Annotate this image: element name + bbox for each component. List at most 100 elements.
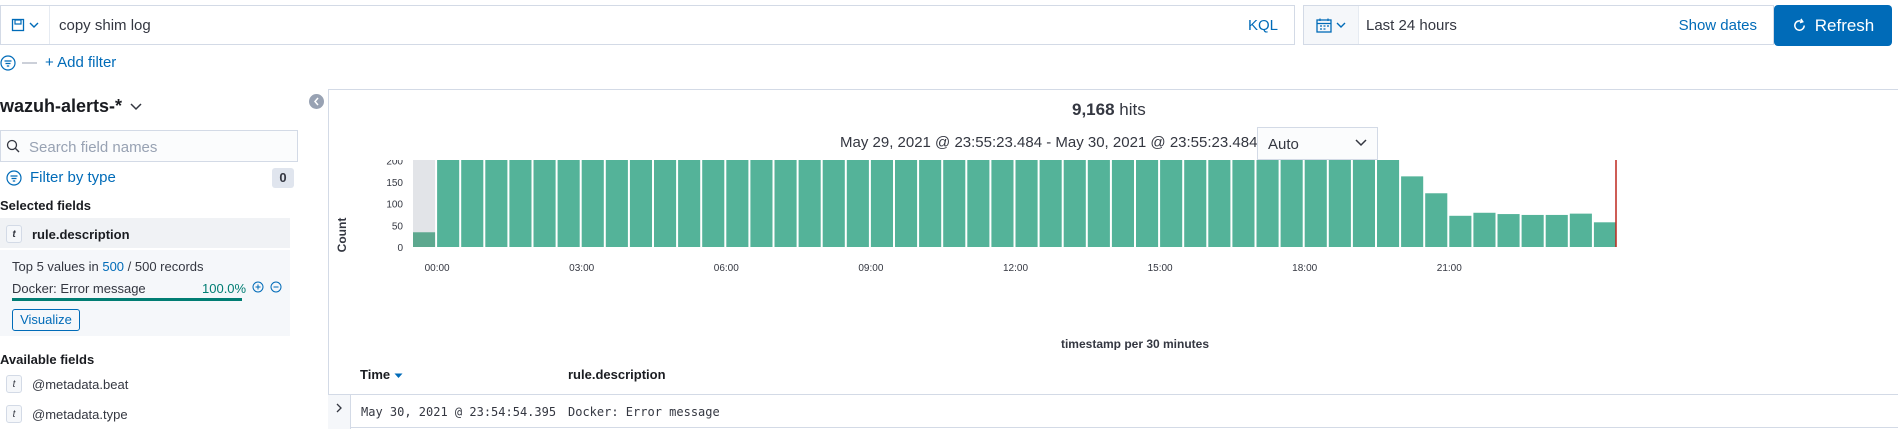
histogram-bar[interactable] <box>557 160 580 247</box>
histogram-bar[interactable] <box>1039 160 1062 247</box>
histogram-bar[interactable] <box>702 160 725 247</box>
top-value-label: Docker: Error message <box>12 281 146 296</box>
date-range-text[interactable]: Last 24 hours <box>1366 17 1457 34</box>
column-header-rule-description[interactable]: rule.description <box>568 367 666 382</box>
time-header-label: Time <box>360 367 391 382</box>
y-tick-label: 100 <box>386 200 403 211</box>
histogram-bar[interactable] <box>1063 160 1086 247</box>
histogram-bar[interactable] <box>605 160 628 247</box>
histogram-bar[interactable] <box>991 160 1014 247</box>
quick-menu-button[interactable] <box>1304 6 1359 44</box>
histogram-bar[interactable] <box>870 160 893 247</box>
histogram-bar[interactable] <box>1352 160 1375 247</box>
histogram-bar[interactable] <box>437 160 460 247</box>
histogram-bar[interactable] <box>1111 160 1134 247</box>
x-tick-label: 09:00 <box>858 263 883 274</box>
hits-label: hits <box>1119 100 1146 119</box>
filter-count-badge: 0 <box>272 168 294 188</box>
expand-row-button[interactable] <box>328 395 351 429</box>
histogram-bar[interactable] <box>1497 214 1520 247</box>
histogram-bar[interactable] <box>1593 222 1616 247</box>
histogram-bar[interactable] <box>726 160 749 247</box>
histogram-bar[interactable] <box>1015 160 1038 247</box>
histogram-bar[interactable] <box>1545 214 1568 247</box>
histogram-bar[interactable] <box>629 160 652 247</box>
histogram-bar[interactable] <box>678 160 701 247</box>
chevron-right-icon <box>336 403 342 413</box>
histogram-bar[interactable] <box>485 160 508 247</box>
histogram-bar[interactable] <box>1401 176 1424 247</box>
histogram-bar[interactable] <box>1256 160 1279 247</box>
query-bar[interactable]: copy shim log KQL <box>0 5 1295 45</box>
histogram-bar[interactable] <box>533 160 556 247</box>
save-icon <box>11 18 25 32</box>
histogram-bar[interactable] <box>461 160 484 247</box>
histogram-bar[interactable] <box>1521 214 1544 247</box>
field-search-input[interactable]: Search field names <box>0 130 298 162</box>
filter-by-type-button[interactable]: Filter by type <box>6 169 116 186</box>
histogram-bar[interactable] <box>1328 160 1351 247</box>
selected-field-item[interactable]: t rule.description <box>0 218 290 248</box>
histogram-bar[interactable] <box>943 160 966 247</box>
search-icon <box>6 139 20 153</box>
histogram-chart[interactable]: Count timestamp per 30 minutes 0 50 100 150… <box>328 160 1898 350</box>
field-name: @metadata.beat <box>32 376 129 392</box>
column-header-time[interactable]: Time <box>360 367 403 382</box>
histogram-bar[interactable] <box>750 160 773 247</box>
histogram-bar[interactable] <box>822 160 845 247</box>
sort-desc-icon[interactable] <box>394 373 403 379</box>
collapse-sidebar-button[interactable] <box>309 94 324 109</box>
available-field-item[interactable]: t @metadata.beat <box>6 375 128 393</box>
hits-summary: 9,168 hits <box>1072 100 1146 120</box>
histogram-bar[interactable] <box>967 160 990 247</box>
plus-circle-icon[interactable] <box>252 281 264 293</box>
records-count-link[interactable]: 500 <box>102 259 125 274</box>
histogram-bar[interactable] <box>1184 160 1207 247</box>
histogram-bar[interactable] <box>1087 160 1110 247</box>
x-axis-label: timestamp per 30 minutes <box>1061 337 1209 350</box>
visualize-button[interactable]: Visualize <box>12 309 80 331</box>
minus-circle-icon[interactable] <box>270 281 282 293</box>
histogram-bar[interactable] <box>1569 213 1592 247</box>
filter-by-type-label: Filter by type <box>30 169 116 186</box>
histogram-bar[interactable] <box>1449 215 1472 247</box>
index-pattern-selector[interactable]: wazuh-alerts-* <box>0 96 142 117</box>
histogram-bar[interactable] <box>1280 160 1303 247</box>
kql-button[interactable]: KQL <box>1247 17 1278 34</box>
show-dates-link[interactable]: Show dates <box>1678 17 1757 34</box>
available-field-item[interactable]: t @metadata.type <box>6 405 128 423</box>
string-type-icon: t <box>6 225 22 243</box>
histogram-bar[interactable] <box>509 160 532 247</box>
histogram-bar[interactable] <box>1160 160 1183 247</box>
histogram-bar[interactable] <box>846 160 869 247</box>
y-axis-label: Count <box>335 218 349 253</box>
x-tick-label: 15:00 <box>1148 263 1173 274</box>
histogram-bar[interactable] <box>581 160 604 247</box>
interval-select[interactable]: Auto <box>1257 127 1378 160</box>
histogram-bar[interactable] <box>1425 193 1448 247</box>
histogram-bar[interactable] <box>895 160 918 247</box>
histogram-bar[interactable] <box>1304 160 1327 247</box>
field-name: @metadata.type <box>32 406 128 422</box>
saved-query-button[interactable] <box>1 6 50 44</box>
add-filter-link[interactable]: + Add filter <box>45 54 117 71</box>
histogram-bar[interactable] <box>919 160 942 247</box>
histogram-bar[interactable] <box>1377 160 1400 247</box>
partial-bucket-shade <box>413 160 436 247</box>
histogram-bar[interactable] <box>1136 160 1159 247</box>
refresh-button[interactable]: Refresh <box>1774 5 1892 46</box>
hits-count: 9,168 <box>1072 100 1115 119</box>
histogram-bar[interactable] <box>1473 212 1496 247</box>
histogram-bar[interactable] <box>654 160 677 247</box>
filter-row: — + Add filter <box>0 54 116 71</box>
filter-options-icon[interactable] <box>0 54 16 71</box>
histogram-bar[interactable] <box>1232 160 1255 247</box>
histogram-bar[interactable] <box>1208 160 1231 247</box>
histogram-bar[interactable] <box>413 232 436 247</box>
query-input[interactable]: copy shim log <box>59 17 151 34</box>
histogram-bar[interactable] <box>798 160 821 247</box>
x-tick-label: 00:00 <box>425 263 450 274</box>
date-picker[interactable]: Last 24 hours Show dates <box>1303 5 1774 45</box>
histogram-bar[interactable] <box>774 160 797 247</box>
table-row[interactable]: May 30, 2021 @ 23:54:54.395 Docker: Erro… <box>328 394 1898 429</box>
